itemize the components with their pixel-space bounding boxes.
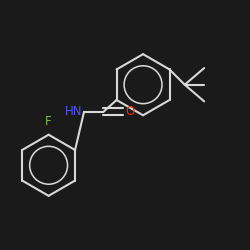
Text: F: F [45,116,52,128]
Text: HN: HN [64,104,82,118]
Text: O: O [125,104,134,118]
